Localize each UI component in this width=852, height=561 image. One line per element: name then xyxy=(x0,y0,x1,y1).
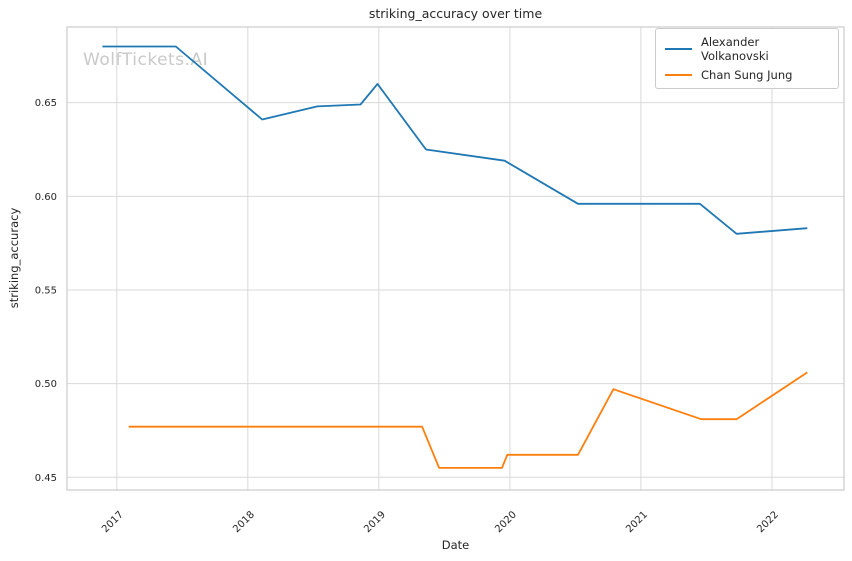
series-line-chan-sung-jung xyxy=(128,371,808,469)
x-axis-label: Date xyxy=(441,538,470,552)
chart-title: striking_accuracy over time xyxy=(368,6,543,21)
y-tick-label: 0.55 xyxy=(35,285,57,296)
legend: Alexander Volkanovski Chan Sung Jung xyxy=(655,28,839,89)
x-tick-label: 2021 xyxy=(624,509,650,535)
legend-line-swatch-blue xyxy=(665,48,692,50)
x-tick-label: 2019 xyxy=(362,509,388,535)
legend-line-swatch-orange xyxy=(665,74,692,76)
y-axis-label: striking_accuracy xyxy=(7,207,21,309)
legend-label: Chan Sung Jung xyxy=(701,68,793,82)
y-tick-label: 0.45 xyxy=(35,473,57,484)
series-line-alexander-volkanovski xyxy=(102,45,808,235)
plot-border xyxy=(66,26,845,491)
x-tick-label: 2018 xyxy=(231,509,257,535)
x-tick-label: 2022 xyxy=(755,509,781,535)
y-tick-label: 0.50 xyxy=(35,379,57,390)
watermark: WolfTickets.AI xyxy=(83,50,209,70)
x-tick-label: 2020 xyxy=(493,509,519,535)
legend-item-chan-sung-jung: Chan Sung Jung xyxy=(665,68,829,82)
y-tick-label: 0.60 xyxy=(35,192,57,203)
legend-item-alexander-volkanovski: Alexander Volkanovski xyxy=(665,35,829,63)
x-tick-label: 2017 xyxy=(100,509,126,535)
y-tick-label: 0.65 xyxy=(35,98,57,109)
legend-label: Alexander Volkanovski xyxy=(701,35,769,63)
